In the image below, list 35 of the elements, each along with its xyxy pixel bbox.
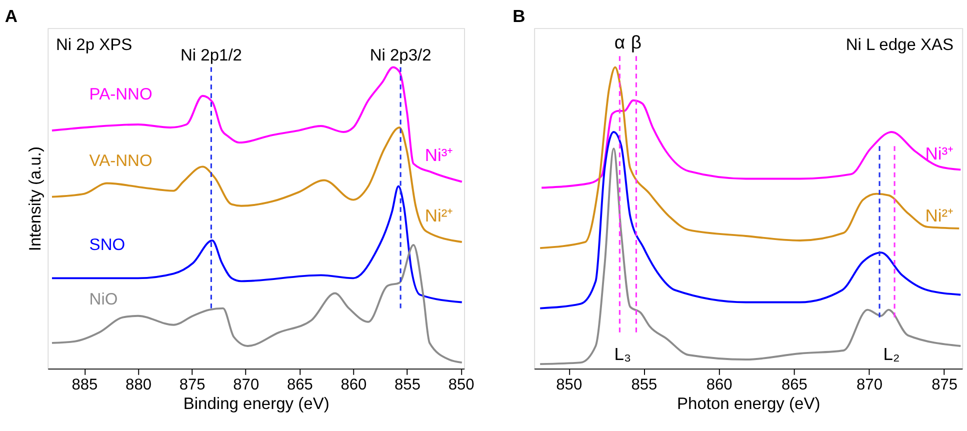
annotation: Ni²⁺ xyxy=(925,205,954,226)
x-axis-title: Binding energy (eV) xyxy=(183,394,330,413)
annotation: L₃ xyxy=(614,344,632,364)
annotation: L₂ xyxy=(883,344,900,364)
series-label: SNO xyxy=(89,235,126,254)
text: Ni L edge XAS xyxy=(846,34,954,54)
x-tick-label: 865 xyxy=(286,376,313,394)
x-tick-label: 885 xyxy=(72,376,98,394)
x-tick-label: 870 xyxy=(233,376,260,394)
series-label: PA-NNO xyxy=(89,84,152,104)
series-label: NiO xyxy=(89,289,118,308)
y-axis-title: Intensity (a.u.) xyxy=(25,146,44,252)
chart-title: B xyxy=(512,6,526,26)
ref-line-label: Ni 2p3/2 xyxy=(370,45,432,64)
annotation: Ni³⁺ xyxy=(424,145,454,166)
text: Ni 2p XPS xyxy=(56,34,132,54)
ref-line-label: β xyxy=(630,31,642,52)
x-tick-label: 850 xyxy=(556,376,582,394)
x-axis-title: Photon energy (eV) xyxy=(676,394,820,413)
x-tick-label: 855 xyxy=(631,376,658,394)
annotation: Ni³⁺ xyxy=(925,144,954,164)
ref-line-label: α xyxy=(614,31,626,52)
x-tick-label: 855 xyxy=(394,376,420,394)
series-label: VA-NNO xyxy=(89,150,152,170)
x-tick-label: 860 xyxy=(706,376,733,394)
x-tick-label: 860 xyxy=(340,376,368,394)
chart-title: A xyxy=(4,6,18,26)
x-tick-label: 850 xyxy=(448,376,475,394)
x-tick-label: 865 xyxy=(781,376,808,394)
x-tick-label: 870 xyxy=(856,376,883,394)
ref-line-label: Ni 2p1/2 xyxy=(180,45,242,64)
x-tick-label: 875 xyxy=(179,376,206,394)
x-tick-label: 880 xyxy=(126,376,152,394)
x-tick-label: 875 xyxy=(932,376,958,394)
annotation: Ni²⁺ xyxy=(424,205,454,226)
